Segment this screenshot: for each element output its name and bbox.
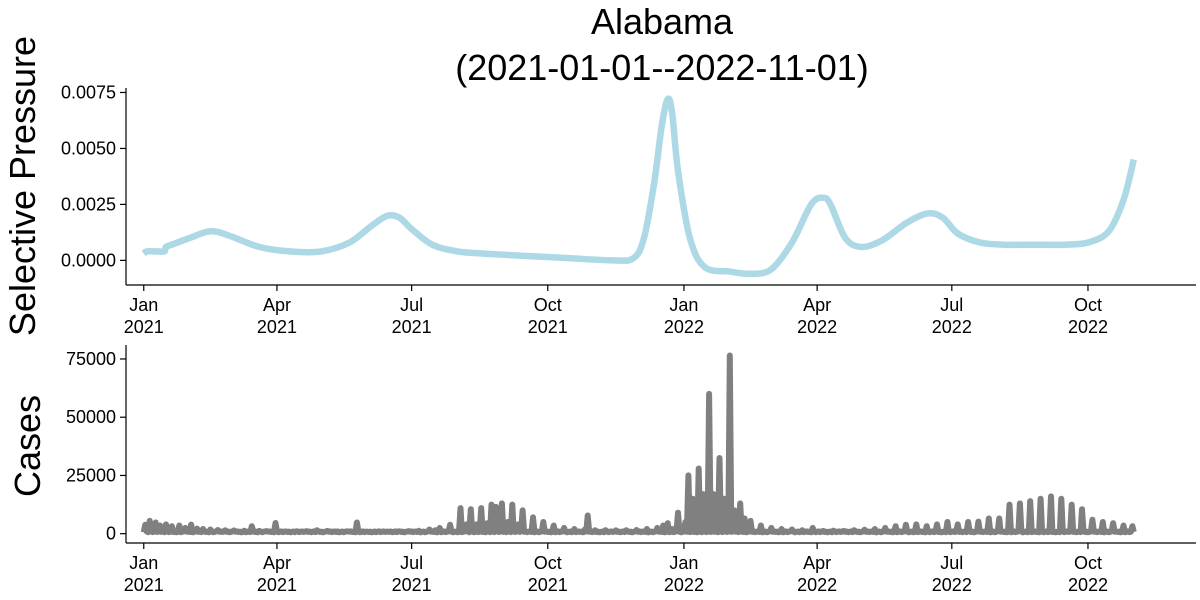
top-y-tick-label: 0.0025	[61, 194, 116, 214]
top-y-axis-label: Selective Pressure	[2, 36, 43, 336]
cases-chart: 0 25000 50000 75000 Jan 2021 Apr 2021 Jul 2021 Oc…	[7, 345, 1196, 595]
selective-pressure-chart: Alabama (2021-01-01--2022-11-01) 0.00000…	[2, 1, 1196, 337]
cases-line	[140, 352, 1137, 536]
bot-x-tick-label: Jul 2021	[392, 553, 432, 595]
top-y-ticks: 0.0000 0.0025 0.0050 0.0075	[61, 82, 126, 270]
top-x-tick-label: Jan 2021	[124, 295, 164, 337]
top-x-tick-label: Jul 2022	[932, 295, 972, 337]
chart-title-line-2: (2021-01-01--2022-11-01)	[455, 47, 869, 88]
selective-pressure-line	[141, 95, 1137, 278]
top-x-tick-label: Oct 2021	[528, 295, 568, 337]
bot-y-tick-label: 25000	[66, 465, 116, 485]
top-x-tick-label: Jul 2021	[392, 295, 432, 337]
bot-y-tick-label: 75000	[66, 349, 116, 369]
bot-x-tick-label: Apr 2021	[257, 553, 297, 595]
top-x-tick-label: Jan 2022	[664, 295, 704, 337]
bot-y-tick-label: 50000	[66, 407, 116, 427]
bottom-y-ticks: 0 25000 50000 75000	[66, 349, 126, 544]
bot-x-tick-label: Jul 2022	[932, 553, 972, 595]
top-x-tick-label: Apr 2022	[797, 295, 837, 337]
bottom-y-axis-label: Cases	[7, 395, 48, 497]
top-y-tick-label: 0.0075	[61, 82, 116, 102]
bot-x-tick-label: Jan 2021	[124, 553, 164, 595]
top-x-tick-label: Oct 2022	[1068, 295, 1108, 337]
chart-title-line-1: Alabama	[591, 1, 734, 42]
top-y-tick-label: 0.0000	[61, 250, 116, 270]
bot-x-tick-label: Jan 2022	[664, 553, 704, 595]
bottom-x-ticks: Jan 2021 Apr 2021 Jul 2021 Oct 2021 Jan 2022 Apr 20…	[124, 543, 1108, 595]
top-x-tick-label: Apr 2021	[257, 295, 297, 337]
top-y-tick-label: 0.0050	[61, 138, 116, 158]
bot-x-tick-label: Apr 2022	[797, 553, 837, 595]
bot-x-tick-label: Oct 2022	[1068, 553, 1108, 595]
bot-x-tick-label: Oct 2021	[528, 553, 568, 595]
top-x-ticks: Jan 2021 Apr 2021 Jul 2021 Oct 2021 Jan 2022 Apr 20…	[124, 285, 1108, 337]
bot-y-tick-label: 0	[106, 524, 116, 544]
